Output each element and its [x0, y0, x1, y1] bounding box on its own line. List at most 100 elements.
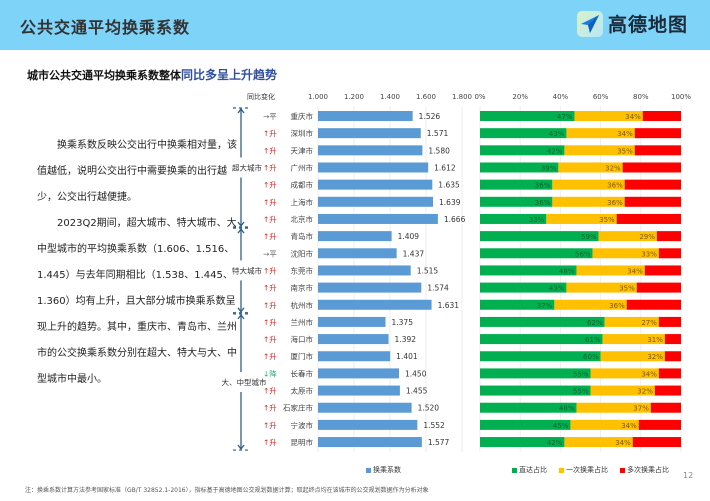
subtitle-prefix: 城市公共交通平均换乘系数整体	[27, 69, 181, 82]
one-transfer-share-bar	[564, 437, 633, 448]
coefficient-bar	[318, 128, 421, 139]
legend-swatch	[512, 467, 517, 473]
direct-share-label: 36%	[535, 199, 551, 207]
direct-share-bar	[480, 145, 565, 156]
direct-share-label: 56%	[575, 250, 591, 258]
one-transfer-share-label: 34%	[627, 267, 643, 275]
direct-share-label: 61%	[585, 336, 601, 344]
coefficient-value-label: 1.577	[428, 438, 450, 447]
direct-share-bar	[480, 385, 591, 396]
coefficient-bar	[318, 419, 418, 430]
coefficient-value-label: 1.437	[403, 249, 425, 258]
multi-transfer-share-bar	[622, 162, 681, 173]
one-transfer-share-bar	[566, 128, 635, 139]
direct-share-label: 43%	[549, 130, 565, 138]
change-column-header: 同比变化	[247, 92, 275, 101]
bar-x-tick-label: 1.800	[452, 93, 472, 101]
coefficient-bar	[318, 437, 422, 448]
coefficient-bar	[318, 196, 434, 207]
direct-share-bar	[480, 282, 567, 293]
multi-transfer-share-bar	[664, 334, 681, 345]
section-subtitle: 城市公共交通平均换乘系数整体同比多呈上升趋势	[27, 66, 277, 83]
stack-x-tick-label: 20%	[512, 93, 528, 101]
one-transfer-share-label: 37%	[633, 405, 649, 413]
direct-share-label: 48%	[559, 405, 575, 413]
coefficient-value-label: 1.574	[427, 284, 449, 293]
direct-share-label: 43%	[549, 285, 565, 293]
city-label: 广州市	[291, 162, 314, 172]
change-indicator: ↑升	[263, 421, 277, 430]
one-transfer-share-label: 31%	[647, 336, 663, 344]
change-indicator: ↑升	[263, 198, 277, 207]
group-arrow-up-head	[237, 107, 245, 114]
one-transfer-share-label: 36%	[607, 182, 623, 190]
coefficient-value-label: 1.515	[417, 266, 439, 275]
multi-transfer-share-bar	[626, 299, 681, 310]
city-label: 南京市	[291, 283, 314, 293]
change-indicator: ↑升	[263, 129, 277, 138]
legend-item-one-transfer: 一次换乘占比	[559, 465, 608, 475]
direct-share-bar	[480, 437, 565, 448]
coefficient-value-label: 1.631	[438, 301, 460, 310]
direct-share-bar	[480, 196, 553, 207]
direct-share-label: 48%	[559, 267, 575, 275]
coefficient-bar	[318, 282, 422, 293]
direct-share-bar	[480, 128, 567, 139]
direct-share-label: 59%	[581, 233, 597, 241]
coefficient-bar	[318, 265, 411, 276]
direct-share-bar	[480, 419, 571, 430]
one-transfer-share-bar	[570, 419, 639, 430]
direct-share-label: 42%	[547, 147, 563, 155]
multi-transfer-share-bar	[650, 402, 681, 413]
coefficient-bar	[318, 368, 399, 379]
multi-transfer-share-bar	[636, 282, 681, 293]
stack-x-tick-label: 80%	[633, 93, 649, 101]
stack-x-tick-label: 0%	[474, 93, 485, 101]
coefficient-value-label: 1.639	[439, 198, 461, 207]
group-label: 大、中型城市	[222, 377, 267, 387]
multi-transfer-share-bar	[638, 419, 681, 430]
page-title: 公共交通平均换乘系数	[20, 18, 191, 37]
city-label: 厦门市	[291, 351, 314, 361]
one-transfer-share-label: 33%	[641, 250, 657, 258]
navigation-arrow-icon	[577, 10, 603, 37]
change-indicator: ↑升	[263, 404, 277, 413]
direct-share-label: 33%	[529, 216, 545, 224]
stack-legend: 直达占比 一次换乘占比 多次换乘占比	[512, 465, 681, 475]
multi-transfer-share-bar	[656, 231, 681, 242]
coefficient-bar	[318, 351, 391, 362]
change-indicator: ↑升	[263, 284, 277, 293]
multi-transfer-share-bar	[624, 196, 681, 207]
city-label: 石家庄市	[283, 403, 313, 413]
amap-logo: 高德地图	[577, 10, 688, 37]
one-transfer-share-bar	[552, 196, 625, 207]
coefficient-bar	[318, 334, 389, 345]
change-indicator: ↓降	[263, 368, 277, 378]
change-indicator: ↑升	[263, 215, 277, 224]
multi-transfer-share-bar	[624, 179, 681, 190]
one-transfer-share-bar	[558, 162, 623, 173]
direct-share-bar	[480, 265, 577, 276]
direct-share-bar	[480, 248, 593, 259]
coefficient-bar	[318, 316, 386, 327]
change-indicator: ↑升	[263, 146, 277, 155]
group-arrow-down-head	[237, 221, 245, 228]
city-label: 成都市	[291, 180, 314, 190]
multi-transfer-share-bar	[654, 385, 681, 396]
coefficient-value-label: 1.520	[418, 404, 440, 413]
direct-share-bar	[480, 299, 555, 310]
city-label: 长春市	[291, 368, 314, 378]
change-indicator: ↑升	[263, 232, 277, 241]
city-label: 青岛市	[291, 231, 314, 241]
direct-share-bar	[480, 179, 553, 190]
change-indicator: ↑升	[263, 318, 277, 327]
multi-transfer-share-bar	[632, 437, 681, 448]
coefficient-value-label: 1.450	[405, 369, 427, 378]
one-transfer-share-bar	[602, 334, 665, 345]
coefficient-value-label: 1.580	[428, 146, 450, 155]
coefficient-value-label: 1.612	[434, 163, 456, 172]
stack-x-tick-label: 60%	[593, 93, 609, 101]
legend-item-direct: 直达占比	[512, 465, 547, 475]
coefficient-bar	[318, 162, 429, 173]
bar-x-tick-label: 1.200	[344, 93, 364, 101]
